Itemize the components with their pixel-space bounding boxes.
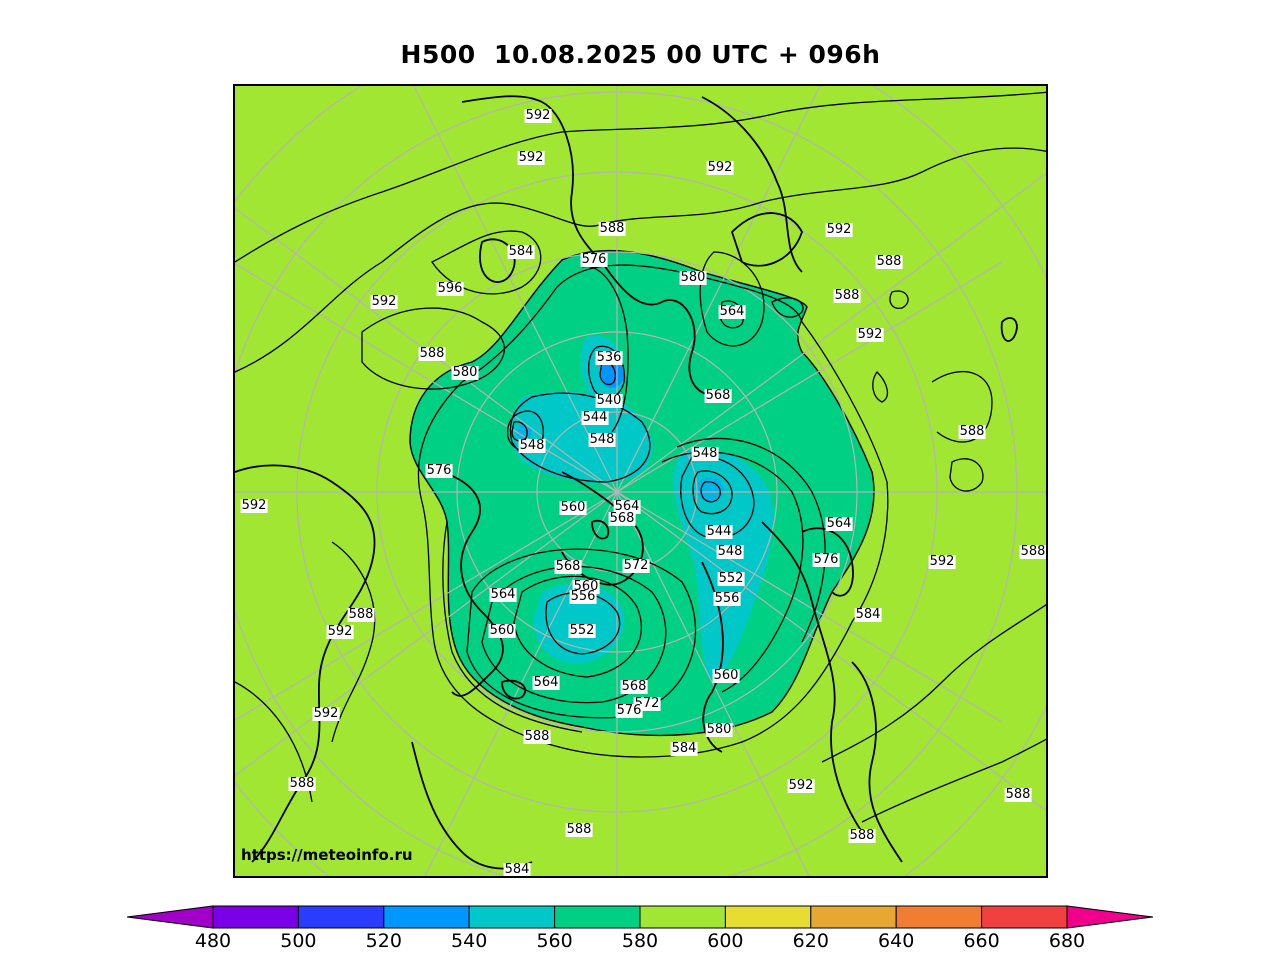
contour-label: 552 [568,623,596,638]
contour-label: 576 [812,552,840,567]
contour-label: 580 [705,722,733,737]
contour-label: 584 [507,244,535,259]
contour-label: 544 [705,524,733,539]
contour-label: 592 [240,498,268,513]
colorbar-tick-label: 540 [451,930,488,952]
contour-label: 588 [958,424,986,439]
colorbar-segment [895,905,983,929]
contour-label: 588 [565,822,593,837]
contour-label: 588 [418,346,446,361]
contour-label: 588 [1004,787,1032,802]
trough-560-region-east [673,449,773,679]
contour-label: 592 [928,554,956,569]
contour-label: 576 [425,463,453,478]
contour-label: 588 [833,288,861,303]
contour-label: 592 [326,624,354,639]
contour-label: 592 [524,108,552,123]
colorbar-segment [297,905,385,929]
colorbar-tick-label: 660 [963,930,1000,952]
contour-label: 564 [489,587,517,602]
contour-label: 584 [854,607,882,622]
colorbar-over-arrow [1066,905,1154,929]
contour-label: 592 [706,160,734,175]
contour-label: 568 [620,679,648,694]
colorbar-segment [468,905,556,929]
trough-580-region [409,249,875,737]
contour-label: 548 [588,432,616,447]
contour-label: 596 [436,281,464,296]
contour-label: 564 [825,516,853,531]
colorbar-tick-label: 640 [878,930,915,952]
low-core-pole [600,360,624,388]
contour-label: 588 [523,729,551,744]
contour-label: 580 [451,365,479,380]
contour-label: 592 [856,327,884,342]
colorbar-segment [981,905,1068,929]
colorbar-tick-label: 500 [280,930,317,952]
contour-label: 592 [370,294,398,309]
contour-label: 588 [598,221,626,236]
colorbar-under-arrow [126,905,214,929]
contour-label: 536 [595,350,623,365]
contour-label: 584 [670,741,698,756]
watermark: https://meteoinfo.ru [241,846,413,864]
contour-label: 552 [717,571,745,586]
colorbar-tick-label: 480 [194,930,232,952]
contour-label: 588 [1019,544,1046,559]
contour-label: 576 [615,703,643,718]
colorbar-segment [212,905,299,929]
contour-label: 568 [554,559,582,574]
contour-label: 564 [532,675,560,690]
contour-label: 560 [559,500,587,515]
contour-label: 564 [613,499,641,514]
contour-label: 592 [825,222,853,237]
contour-label: 592 [517,150,545,165]
contour-label: 544 [581,410,609,425]
contour-label: 580 [679,270,707,285]
contour-label: 592 [312,706,340,721]
colorbar-segment [383,905,470,929]
contour-label: 540 [595,393,623,408]
contour-label: 568 [608,511,636,526]
colorbar-tick-label: 680 [1048,930,1086,952]
contour-label: 588 [848,828,876,843]
colorbar-tick-label: 620 [792,930,829,952]
contour-label: 592 [787,778,815,793]
map-title: H500 10.08.2025 00 UTC + 096h [400,40,881,69]
colorbar-tick-label: 580 [621,930,659,952]
colorbar-segment [810,905,897,929]
low-core-east [696,477,724,501]
contour-label: 548 [518,438,546,453]
contour-label: 556 [569,589,597,604]
contour-label: 588 [875,254,903,269]
contour-label: 576 [580,252,608,267]
trough-560-region-south [533,583,625,664]
contour-label: 556 [713,591,741,606]
contour-label: 572 [622,558,650,573]
colorbar-segment [724,905,812,929]
colorbar-tick-label: 560 [536,930,573,952]
contour-label: 584 [503,862,531,877]
contour-lines [235,91,1046,823]
contour-label: 564 [718,304,746,319]
contour-label: 588 [288,776,316,791]
map-canvas [235,86,1046,876]
colorbar-tick-label: 600 [707,930,744,952]
contour-label: 548 [716,544,744,559]
colorbar-segment [554,905,641,929]
contour-label: 560 [488,623,516,638]
colorbar-segment [639,905,726,929]
contour-label: 548 [691,446,719,461]
contour-label: 588 [347,607,375,622]
geopotential-map: 592 592 592 588 592 584 588 576 580 596 592 588 564 5… [233,84,1048,878]
low-core-west [516,424,532,440]
contour-label: 568 [704,388,732,403]
contour-label: 560 [712,668,740,683]
colorbar-tick-label: 520 [365,930,402,952]
